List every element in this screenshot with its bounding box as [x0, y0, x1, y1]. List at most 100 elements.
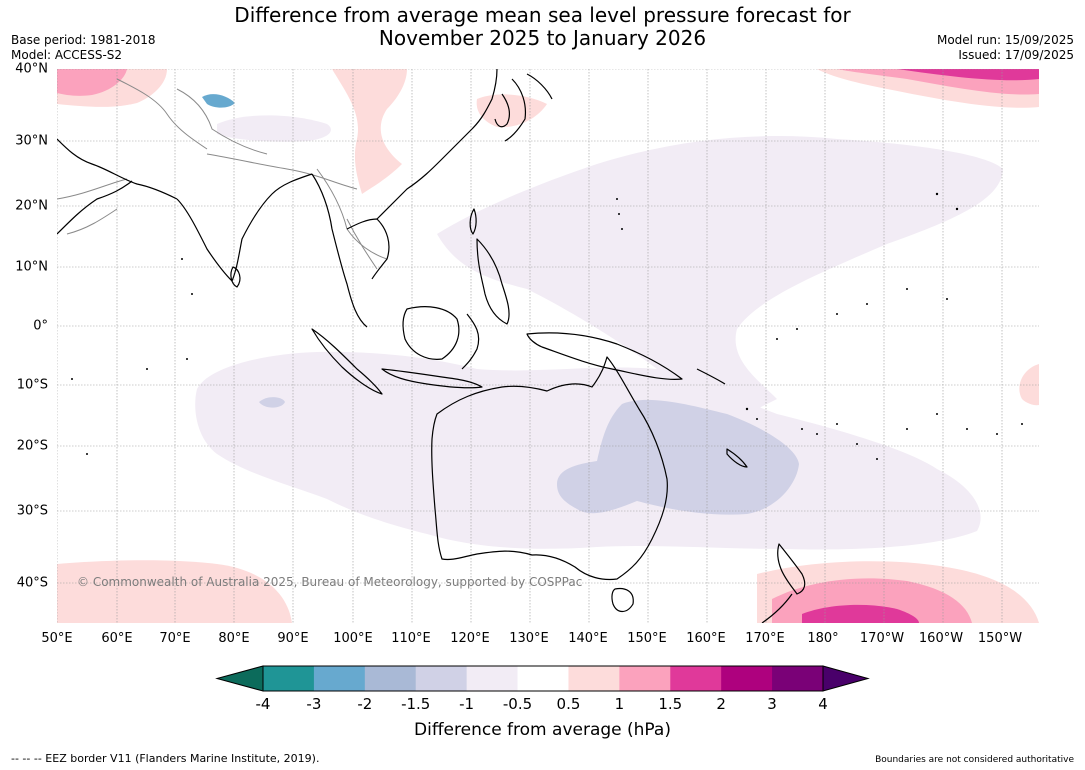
- colorbar-tick-label: -1: [459, 695, 475, 713]
- coast-sri-lanka: [230, 266, 241, 288]
- colorbar-segment: [619, 666, 671, 691]
- coast-new-guinea: [526, 332, 683, 380]
- coast-arabia-persia: [57, 138, 178, 200]
- lat-label-30n: 30°N: [15, 133, 48, 149]
- lat-label-10s: 10°S: [16, 377, 48, 393]
- negative-anomaly-north-pacific: [437, 136, 1003, 414]
- chart-title: Difference from average mean sea level p…: [0, 4, 1085, 50]
- model-info: Base period: 1981-2018 Model: ACCESS-S2: [11, 33, 156, 63]
- colorbar-extend-high: [822, 665, 870, 692]
- lon-label-180: 180°: [807, 631, 839, 646]
- boundaries-disclaimer: Boundaries are not considered authoritat…: [875, 755, 1074, 765]
- lon-label-170e: 170°E: [745, 631, 785, 646]
- colorbar-extend-low: [215, 665, 264, 692]
- colorbar-tick-label: 4: [818, 695, 828, 713]
- lon-label-150e: 150°E: [627, 631, 667, 646]
- colorbar-tick-label: 2: [716, 695, 726, 713]
- lon-label-140e: 140°E: [568, 631, 608, 646]
- negative-anomaly-south: [195, 351, 981, 550]
- coast-new-zealand-north: [777, 543, 806, 595]
- coast-korea: [494, 93, 511, 128]
- anomaly-fills: [57, 69, 1039, 623]
- positive-anomaly-southwest: [57, 560, 292, 623]
- colorbar-segment: [313, 666, 366, 691]
- lat-label-10n: 10°N: [15, 259, 48, 275]
- colorbar-segment: [670, 666, 722, 691]
- colorbar-tick-label: -3: [306, 695, 322, 713]
- moderate-negative-anomaly-indian-ocean: [259, 397, 285, 408]
- colorbar-outline: [262, 665, 824, 692]
- lon-label-70e: 70°E: [159, 631, 191, 646]
- copyright-notice: © Commonwealth of Australia 2025, Bureau…: [77, 575, 582, 589]
- colorbar-segment: [415, 666, 468, 691]
- colorbar-tick-label: -2: [357, 695, 373, 713]
- colorbar-tick-label: -1.5: [401, 695, 431, 713]
- coast-tasmania: [611, 587, 634, 613]
- coast-philippines: [476, 238, 510, 325]
- colorbar-segment: [721, 666, 773, 691]
- negative-anomaly-north-india: [217, 115, 331, 142]
- issued-date: Issued: 17/09/2025: [958, 48, 1074, 62]
- lat-label-40n: 40°N: [15, 61, 48, 77]
- colorbar-tick-label: 1: [614, 695, 625, 713]
- run-info: Model run: 15/09/2025 Issued: 17/09/2025: [937, 33, 1074, 63]
- moderate-positive-anomaly-northwest: [57, 69, 127, 96]
- coast-new-caledonia: [726, 448, 748, 468]
- coast-japan: [504, 73, 553, 142]
- strong-positive-anomaly-northeast: [897, 69, 1039, 81]
- lon-label-90e: 90°E: [277, 631, 309, 646]
- colorbar-tick-label: -0.5: [502, 695, 533, 713]
- base-period: Base period: 1981-2018: [11, 33, 156, 47]
- coast-sulawesi: [461, 313, 480, 370]
- coast-java: [381, 368, 483, 389]
- coast-china: [376, 69, 498, 220]
- lon-label-100e: 100°E: [333, 631, 373, 646]
- lat-label-20s: 20°S: [16, 438, 48, 454]
- moderate-negative-anomaly-australia: [557, 399, 799, 515]
- coast-new-zealand-south: [761, 593, 793, 623]
- lon-label-110e: 110°E: [391, 631, 431, 646]
- pressure-anomaly-map: © Commonwealth of Australia 2025, Bureau…: [57, 69, 1039, 623]
- lon-label-160e: 160°E: [686, 631, 726, 646]
- colorbar-segment: [466, 666, 519, 691]
- coast-indochina: [346, 218, 390, 280]
- colorbar-tick-label: 0.5: [556, 695, 581, 713]
- lon-label-170w: 170°W: [859, 631, 905, 646]
- colorbar-tick-label: -4: [255, 695, 271, 713]
- coast-borneo: [402, 306, 460, 360]
- graticule: [57, 69, 1039, 623]
- title-line-1: Difference from average mean sea level p…: [234, 3, 851, 27]
- positive-anomaly-east-edge: [1019, 364, 1039, 406]
- colorbar-segment: [364, 666, 417, 691]
- coast-sumatra: [311, 328, 383, 395]
- lon-label-50e: 50°E: [41, 631, 73, 646]
- lon-label-150w: 150°W: [977, 631, 1023, 646]
- colorbar-label: Difference from average (hPa): [414, 720, 671, 740]
- positive-anomaly-japan: [476, 94, 547, 128]
- model-name: Model: ACCESS-S2: [11, 48, 123, 62]
- lon-label-160w: 160°W: [918, 631, 964, 646]
- eez-border-note: -- -- -- EEZ border V11 (Flanders Marine…: [11, 752, 320, 765]
- coastlines: [57, 69, 806, 623]
- coast-taiwan: [469, 208, 477, 235]
- lat-label-30s: 30°S: [16, 503, 48, 519]
- title-line-2: November 2025 to January 2026: [378, 26, 707, 50]
- colorbar-tick-label: 3: [767, 695, 777, 713]
- strong-positive-anomaly-southeast: [802, 604, 919, 623]
- lat-label-40s: 40°S: [16, 575, 48, 591]
- colorbar-segment: [263, 666, 315, 691]
- coast-india: [176, 173, 313, 282]
- colorbar-segment: [772, 666, 824, 691]
- colorbar-tick-label: 1.5: [658, 695, 683, 713]
- lon-label-60e: 60°E: [101, 631, 133, 646]
- model-run-date: Model run: 15/09/2025: [936, 33, 1074, 47]
- lat-label-20n: 20°N: [15, 198, 48, 214]
- pacific-islands: [71, 192, 1023, 460]
- lon-label-120e: 120°E: [450, 631, 490, 646]
- map-panel[interactable]: © Commonwealth of Australia 2025, Bureau…: [57, 69, 1039, 623]
- strong-negative-anomaly-himalaya: [202, 94, 235, 108]
- lon-label-130e: 130°E: [509, 631, 549, 646]
- positive-anomaly-east-asia: [332, 69, 407, 194]
- colorbar: [215, 665, 870, 692]
- coast-australia: [431, 356, 668, 581]
